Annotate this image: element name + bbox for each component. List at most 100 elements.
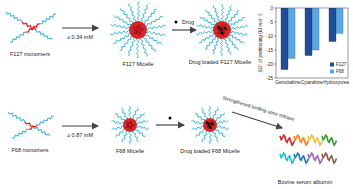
chain [215, 120, 228, 124]
node-label: F127 Micelle [122, 61, 153, 67]
chain [29, 125, 37, 129]
chain [10, 32, 26, 42]
chain [134, 113, 144, 122]
y-tick [274, 78, 276, 79]
canvas: F127 monomers ≥ 0.34 mM F127 Micelle Drug Dr… [0, 0, 353, 189]
chain [133, 130, 139, 142]
y-tick [274, 64, 276, 65]
helix [280, 153, 294, 163]
chain [213, 5, 220, 23]
drug-icon [169, 117, 172, 120]
node-label: Drug loaded F68 Micelle [180, 148, 240, 154]
arrow [62, 125, 98, 126]
y-tick [274, 8, 276, 9]
drug [221, 32, 224, 35]
chain [221, 4, 223, 23]
chain [209, 131, 211, 144]
chain [129, 3, 136, 23]
drug [224, 27, 227, 30]
chain [121, 108, 127, 120]
chain [134, 128, 145, 136]
chain [200, 16, 216, 26]
chain [135, 126, 148, 129]
chain [228, 18, 245, 27]
y-tick-label: -5 [269, 20, 273, 25]
node-label: Drug loaded F127 Micelle [189, 59, 252, 65]
chain [26, 24, 40, 32]
chain [25, 122, 33, 127]
edge-label: Strengthened binding upon release [222, 95, 295, 122]
y-tick [274, 50, 276, 51]
plot-frame [276, 8, 348, 78]
legend-label: F68 [336, 69, 344, 74]
chain [199, 33, 216, 42]
chain [113, 33, 131, 43]
bar [288, 8, 295, 58]
micelle-core [123, 118, 137, 132]
chain [139, 24, 141, 35]
y-tick-label: -15 [266, 48, 273, 53]
drug [211, 122, 214, 125]
chain [115, 129, 125, 138]
drug [220, 28, 223, 31]
chain [214, 128, 225, 136]
diagram [6, 2, 248, 144]
edge-label: Drug [182, 19, 194, 25]
chain [192, 126, 205, 130]
protein [280, 135, 336, 163]
chain [112, 126, 125, 130]
chain [129, 131, 131, 144]
chain [129, 106, 131, 119]
chain [36, 30, 52, 40]
bar [336, 8, 343, 33]
chain [206, 122, 214, 126]
helix [322, 135, 336, 145]
node-label: F68 Micelle [116, 148, 144, 154]
micelle-core [129, 21, 147, 39]
chain [110, 30, 131, 35]
chain [137, 2, 139, 23]
y-tick-label: -25 [266, 76, 273, 81]
bar [312, 8, 319, 50]
helix [322, 153, 336, 163]
chain [214, 113, 224, 122]
chain [195, 129, 205, 138]
y-tick-label: -10 [266, 34, 273, 39]
chain [6, 12, 22, 22]
chain [114, 15, 132, 26]
chain [228, 34, 244, 44]
drug-icon [175, 21, 178, 24]
chain [130, 121, 132, 129]
helix [280, 135, 294, 145]
chain [135, 120, 148, 124]
chain [133, 26, 143, 30]
helix [308, 153, 322, 163]
chain [209, 106, 211, 119]
x-tick-label: Gemcitabine [275, 80, 301, 85]
bars [281, 8, 343, 70]
chain [12, 129, 29, 138]
legend: F127F68 [330, 62, 347, 74]
chain [37, 116, 54, 125]
chain [215, 126, 228, 129]
y-tick-label: 0 [270, 6, 273, 11]
y-axis-label: ΔG° of partitioning (kJ mol⁻¹) [258, 13, 263, 72]
x-tick-label: Cytarabine [301, 80, 323, 85]
chain [195, 114, 206, 122]
micelle-core [213, 21, 231, 39]
chain [220, 37, 222, 56]
chain [213, 130, 219, 142]
chain [144, 17, 162, 27]
arrow [156, 124, 184, 125]
arrow [62, 27, 98, 28]
arrow [172, 29, 196, 30]
bar [281, 8, 288, 70]
edge-label: ≥ 0.34 mM [67, 34, 93, 40]
node-label: Bovine serum albumin [278, 179, 332, 185]
chain [145, 25, 166, 30]
chain [136, 37, 138, 58]
edge-label: ≥ 0.87 mM [67, 132, 93, 138]
node-label: F127 monomers [10, 51, 50, 57]
chain [8, 112, 25, 122]
chart: -25-20-15-10-50ΔG° of partitioning (kJ m… [258, 6, 349, 85]
